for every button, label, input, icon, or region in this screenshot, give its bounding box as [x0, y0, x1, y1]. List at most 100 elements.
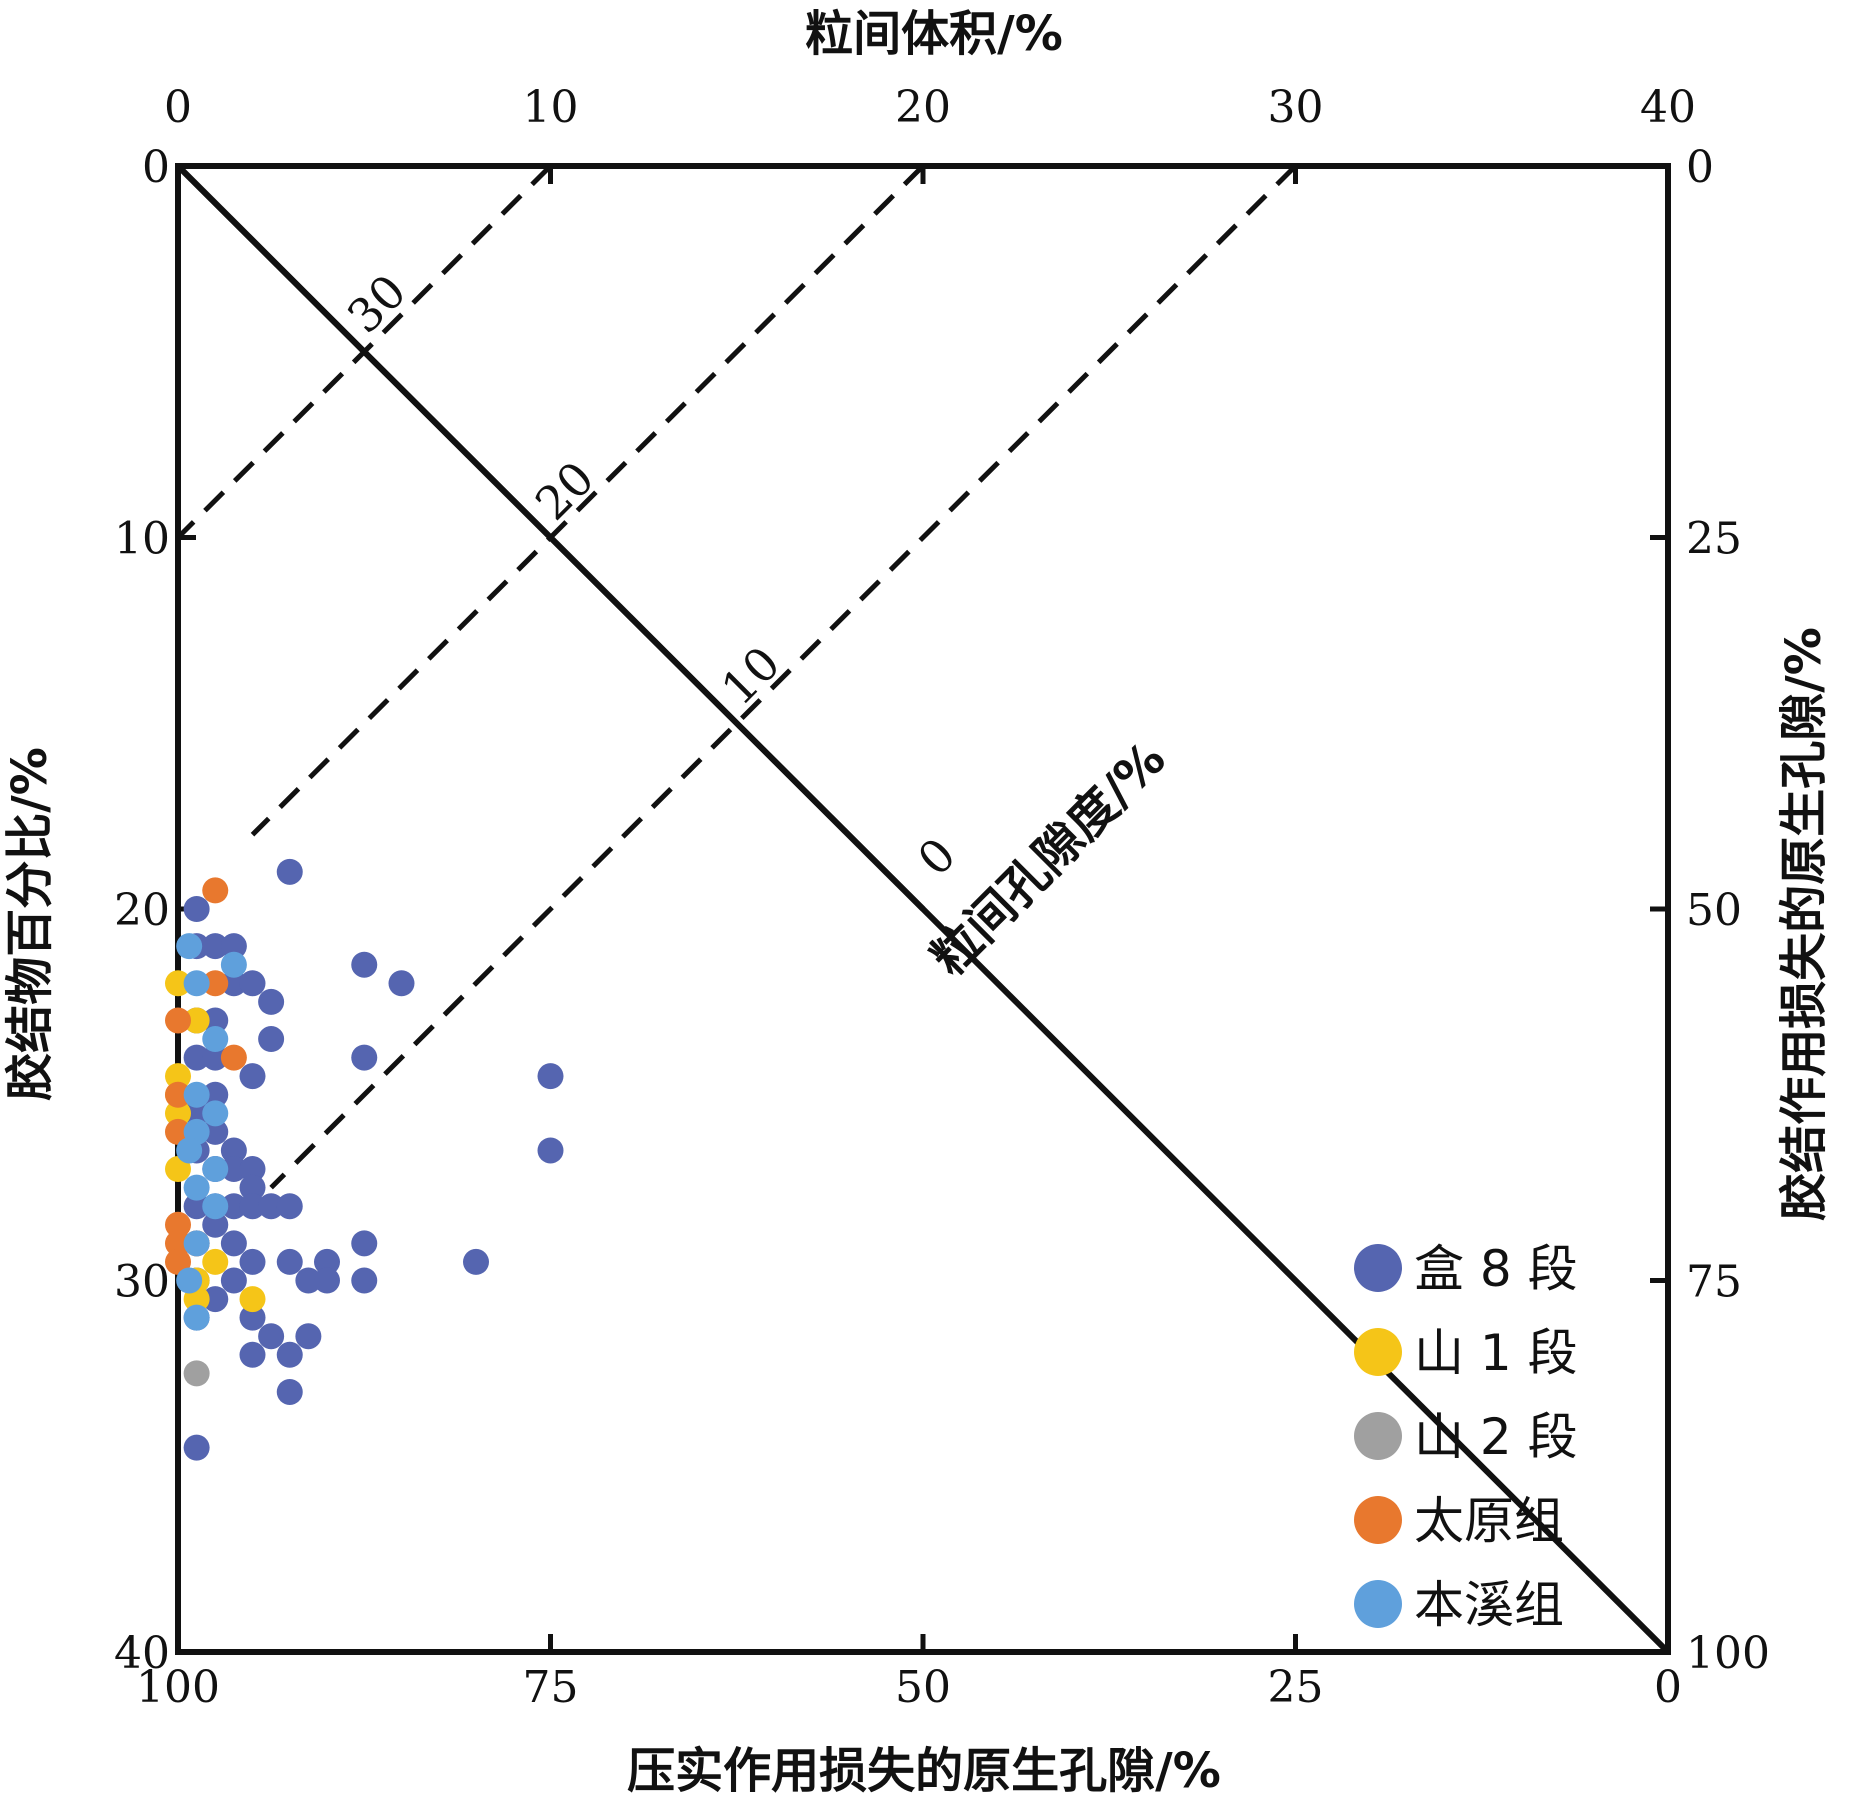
point-series-1-6 — [202, 1248, 229, 1275]
point-series-0-7 — [220, 970, 247, 997]
point-series-4-12 — [176, 1267, 203, 1294]
point-series-0-41 — [463, 1248, 489, 1275]
point-series-0-9 — [258, 988, 285, 1015]
point-series-2-0 — [183, 1360, 210, 1387]
diagonal-tick-20: 20 — [525, 451, 605, 531]
right-tick-label-0: 0 — [1686, 142, 1714, 193]
point-series-0-46 — [351, 1267, 378, 1294]
point-series-0-4 — [220, 933, 247, 960]
legend-marker-taiyuan — [1354, 1496, 1402, 1544]
point-series-1-4 — [165, 1100, 191, 1127]
point-series-0-37 — [351, 1230, 378, 1257]
legend: 盒 8 段 山 1 段 山 2 段 太原组 本溪组 — [1354, 1240, 1578, 1634]
isoporosity-line-10 — [269, 164, 1298, 1190]
point-series-1-9 — [239, 1286, 266, 1313]
bottom-tick-label-4: 0 — [1654, 1662, 1682, 1713]
point-series-4-4 — [183, 1081, 210, 1108]
point-series-0-36 — [220, 1230, 247, 1257]
point-series-0-14 — [202, 1044, 229, 1071]
right-tick-label-4: 100 — [1686, 1628, 1770, 1679]
point-series-3-4 — [165, 1081, 191, 1108]
point-series-4-0 — [176, 933, 203, 960]
point-series-0-52 — [239, 1341, 266, 1368]
point-series-0-51 — [295, 1323, 322, 1350]
point-series-0-43 — [220, 1267, 247, 1294]
point-series-3-7 — [165, 1230, 191, 1257]
diagonal-tick-10: 10 — [711, 636, 791, 716]
legend-item-shan2: 山 2 段 — [1354, 1408, 1578, 1466]
point-series-0-18 — [202, 1081, 229, 1108]
point-series-3-2 — [165, 1007, 191, 1034]
point-series-3-3 — [220, 1044, 247, 1071]
top-tick-label-4: 40 — [1640, 82, 1696, 133]
point-series-4-8 — [202, 1156, 229, 1183]
point-series-4-5 — [202, 1100, 229, 1127]
legend-label-taiyuan: 太原组 — [1414, 1492, 1564, 1550]
point-series-0-47 — [202, 1286, 229, 1313]
right-tick-label-3: 75 — [1686, 1257, 1742, 1308]
point-series-4-9 — [183, 1174, 210, 1201]
point-series-0-5 — [351, 951, 378, 978]
left-tick-label-4: 40 — [114, 1628, 170, 1679]
top-tick-label-3: 30 — [1268, 82, 1324, 133]
left-tick-label-2: 20 — [114, 885, 170, 936]
point-series-0-22 — [220, 1137, 247, 1164]
diagonal-axis-ticks: 30 20 10 0 — [337, 264, 966, 886]
right-axis-title: 胶结作用损失的原生孔隙/% — [1776, 627, 1832, 1221]
legend-marker-shan2 — [1354, 1412, 1402, 1460]
point-series-0-3 — [202, 933, 229, 960]
point-series-0-25 — [220, 1156, 247, 1183]
point-series-3-0 — [202, 877, 229, 904]
left-axis-title: 胶结物百分比/% — [2, 747, 58, 1101]
top-tick-label-0: 0 — [164, 82, 192, 133]
point-series-3-1 — [202, 970, 229, 997]
bottom-tick-label-2: 50 — [895, 1662, 951, 1713]
left-tick-label-3: 30 — [114, 1257, 170, 1308]
point-series-0-32 — [258, 1193, 285, 1220]
scatter-points — [165, 858, 564, 1461]
legend-item-he8: 盒 8 段 — [1354, 1240, 1578, 1298]
point-series-3-6 — [165, 1211, 191, 1238]
point-series-0-12 — [258, 1026, 285, 1053]
point-series-0-26 — [239, 1156, 266, 1183]
point-series-4-11 — [183, 1230, 210, 1257]
point-series-0-6 — [388, 970, 415, 997]
point-series-0-16 — [239, 1063, 266, 1090]
isoporosity-line-30 — [176, 164, 553, 540]
point-series-0-27 — [239, 1174, 266, 1201]
point-series-0-30 — [220, 1193, 247, 1220]
point-series-0-13 — [183, 1044, 210, 1071]
point-series-0-38 — [239, 1248, 266, 1275]
left-tick-label-1: 10 — [114, 514, 170, 565]
point-series-1-0 — [165, 970, 191, 997]
point-series-0-1 — [183, 896, 210, 922]
point-series-0-17 — [537, 1063, 564, 1090]
point-series-0-31 — [239, 1193, 266, 1220]
point-series-0-40 — [314, 1248, 340, 1275]
legend-item-benxi: 本溪组 — [1354, 1576, 1564, 1634]
right-tick-label-2: 50 — [1686, 885, 1742, 936]
legend-item-shan1: 山 1 段 — [1354, 1324, 1578, 1382]
isoporosity-line-20 — [250, 164, 925, 837]
point-series-0-34 — [202, 1211, 229, 1238]
bottom-tick-label-1: 75 — [523, 1662, 579, 1713]
right-tick-label-1: 25 — [1686, 514, 1742, 565]
point-series-0-49 — [239, 1304, 266, 1331]
point-series-4-13 — [183, 1304, 210, 1331]
point-series-0-33 — [276, 1193, 303, 1220]
point-series-0-19 — [183, 1100, 210, 1127]
point-series-4-2 — [183, 970, 210, 997]
point-series-4-10 — [202, 1193, 229, 1220]
left-tick-label-0: 0 — [142, 142, 170, 193]
top-axis-title: 粒间体积/% — [805, 6, 1063, 62]
point-series-0-11 — [202, 1007, 229, 1034]
legend-marker-he8 — [1354, 1244, 1402, 1292]
bottom-tick-label-0: 100 — [136, 1662, 220, 1713]
point-series-0-15 — [351, 1044, 378, 1071]
point-series-0-54 — [276, 1378, 303, 1405]
point-series-4-1 — [220, 951, 247, 978]
point-series-4-7 — [176, 1137, 203, 1164]
legend-label-shan2: 山 2 段 — [1414, 1408, 1578, 1466]
